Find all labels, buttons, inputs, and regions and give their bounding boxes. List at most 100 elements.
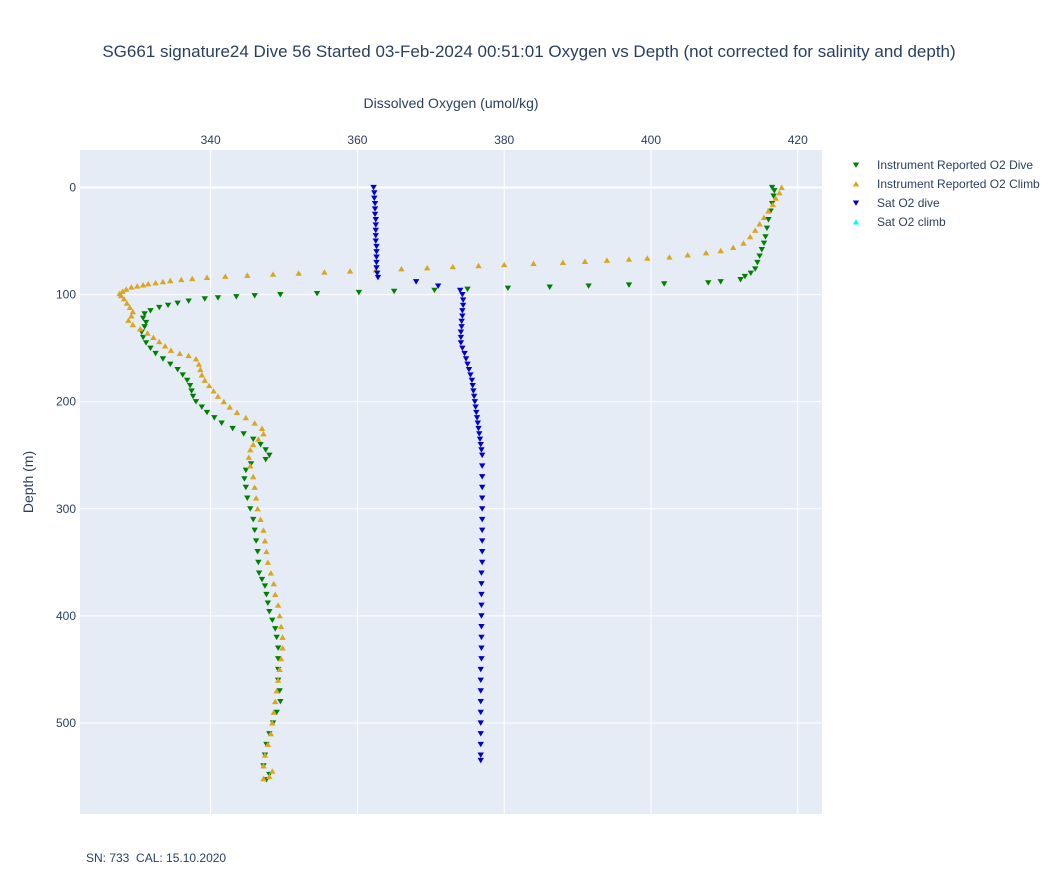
data-point xyxy=(120,295,128,302)
data-point xyxy=(276,612,283,619)
data-point xyxy=(374,274,382,281)
data-point xyxy=(258,425,266,432)
data-point xyxy=(272,591,279,598)
data-point xyxy=(211,415,218,421)
grid-lines xyxy=(80,150,822,814)
data-point xyxy=(772,195,779,201)
legend-item[interactable]: Sat O2 climb xyxy=(852,215,946,229)
data-point xyxy=(222,273,229,279)
data-point xyxy=(477,441,484,448)
data-point xyxy=(264,600,272,606)
data-point xyxy=(201,296,208,302)
data-point xyxy=(269,617,276,624)
data-point xyxy=(625,282,633,288)
series-1 xyxy=(116,184,785,782)
data-point xyxy=(644,255,651,261)
data-point xyxy=(277,655,285,662)
data-point xyxy=(178,276,185,283)
data-point xyxy=(250,473,257,480)
data-point xyxy=(270,580,277,587)
data-point xyxy=(765,217,772,223)
y-tick-label: 0 xyxy=(69,180,76,194)
y-tick-label: 300 xyxy=(56,502,76,516)
data-point xyxy=(260,775,267,782)
data-point xyxy=(477,666,484,673)
data-point xyxy=(125,317,132,323)
data-point xyxy=(254,549,261,555)
data-point xyxy=(255,436,262,442)
data-point xyxy=(261,538,269,544)
data-point xyxy=(123,300,131,306)
series-0 xyxy=(138,184,778,783)
data-point xyxy=(321,269,328,275)
data-point xyxy=(136,325,144,332)
data-point xyxy=(371,190,378,196)
legend-item[interactable]: Sat O2 dive xyxy=(852,196,940,210)
data-point xyxy=(261,752,269,758)
data-point xyxy=(179,372,186,378)
data-point xyxy=(247,506,254,512)
data-point xyxy=(257,441,264,448)
data-point xyxy=(252,538,260,544)
data-point xyxy=(472,404,479,410)
x-tick-label: 360 xyxy=(347,133,367,147)
data-point xyxy=(262,447,269,453)
data-point xyxy=(769,201,777,208)
x-tick-label: 380 xyxy=(494,133,514,147)
data-point xyxy=(459,308,466,314)
data-point xyxy=(176,350,184,357)
data-point xyxy=(192,355,200,362)
data-point xyxy=(661,281,668,287)
data-point xyxy=(254,505,261,512)
data-point xyxy=(244,495,251,501)
data-point xyxy=(273,687,280,694)
data-point xyxy=(128,313,135,319)
data-point xyxy=(267,730,275,737)
data-point xyxy=(449,263,457,270)
x-tick-label: 420 xyxy=(788,133,808,147)
data-point xyxy=(457,334,465,341)
data-point xyxy=(198,372,206,378)
legend-item[interactable]: Instrument Reported O2 Dive xyxy=(852,158,1034,172)
x-tick-label: 340 xyxy=(201,133,221,147)
data-point xyxy=(174,366,181,373)
data-point xyxy=(462,356,470,362)
data-point xyxy=(478,591,485,598)
data-point xyxy=(778,184,785,191)
data-point xyxy=(478,484,486,491)
data-point xyxy=(756,221,763,227)
data-point xyxy=(478,447,485,453)
legend-item[interactable]: Instrument Reported O2 Climb xyxy=(852,177,1040,191)
legend-marker xyxy=(852,219,860,225)
data-point xyxy=(478,463,486,469)
data-point xyxy=(273,709,280,716)
data-point xyxy=(457,340,465,346)
data-point xyxy=(152,350,159,357)
x-axis-title: Dissolved Oxygen (umol/kg) xyxy=(363,95,538,111)
data-point xyxy=(478,474,486,480)
data-point xyxy=(147,345,154,352)
data-point xyxy=(226,404,233,410)
legend-marker xyxy=(852,200,860,206)
data-point xyxy=(373,265,380,271)
data-point xyxy=(465,366,473,373)
data-point xyxy=(373,254,380,260)
data-point xyxy=(758,247,766,253)
data-point xyxy=(474,420,481,426)
data-point xyxy=(603,257,611,263)
data-point xyxy=(371,206,379,212)
x-axis-ticks: 340 360 380 400 420 xyxy=(201,133,808,147)
data-point xyxy=(260,527,267,533)
data-point xyxy=(266,773,273,780)
data-point xyxy=(261,583,269,589)
data-point xyxy=(478,634,485,641)
data-point xyxy=(123,286,130,292)
data-point xyxy=(161,343,169,349)
data-point xyxy=(473,409,480,416)
data-point xyxy=(210,388,217,394)
data-point xyxy=(263,591,270,598)
legend-marker xyxy=(852,181,860,187)
data-point xyxy=(530,260,537,267)
data-point xyxy=(251,484,258,490)
data-point xyxy=(276,666,283,672)
